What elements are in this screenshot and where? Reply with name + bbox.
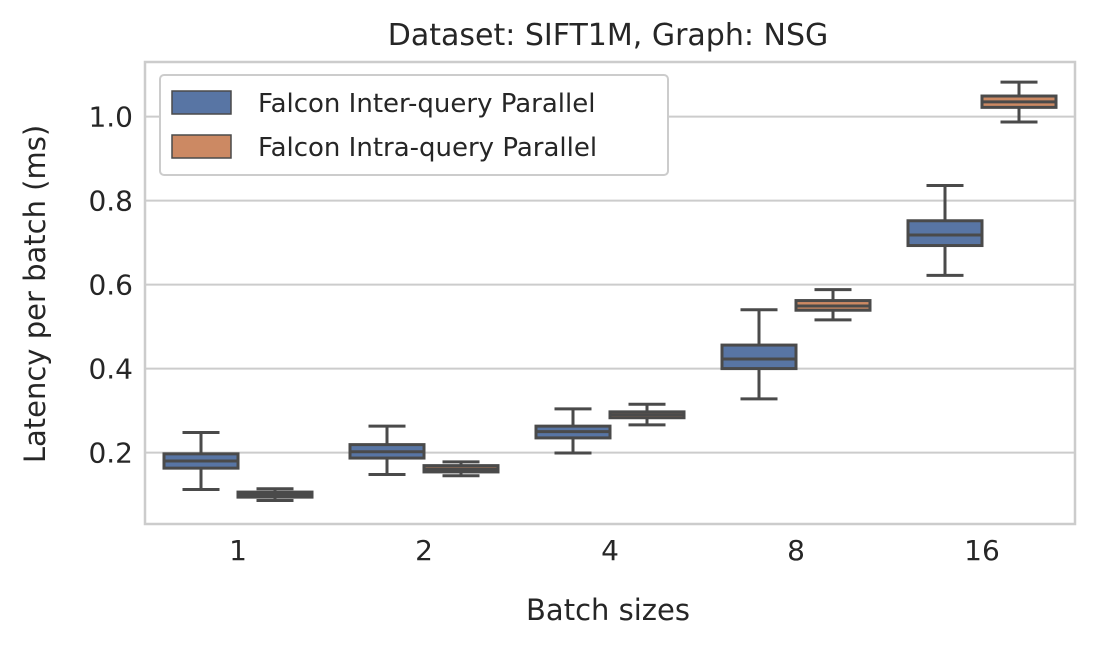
box-inter-8 <box>720 308 798 401</box>
legend-label: Falcon Intra-query Parallel <box>258 133 597 163</box>
box-inter-2 <box>348 424 426 476</box>
legend-swatch <box>171 90 232 115</box>
y-axis-label: Latency per batch (ms) <box>18 125 52 463</box>
x-tick-label: 4 <box>601 534 619 567</box>
y-tick-label: 1.0 <box>88 101 133 134</box>
box-inter-4 <box>534 407 612 455</box>
x-axis-label: Batch sizes <box>526 593 690 627</box>
y-tick-label: 0.4 <box>88 353 133 386</box>
box-inter-1 <box>162 430 240 492</box>
legend-swatch <box>171 134 232 159</box>
box-intra-8 <box>794 288 872 322</box>
y-tick-label: 0.8 <box>88 185 133 218</box>
legend-item-intra-query: Falcon Intra-query Parallel <box>171 133 597 163</box>
box-intra-2 <box>422 460 500 478</box>
legend-label: Falcon Inter-query Parallel <box>258 89 595 119</box>
x-tick-label: 8 <box>787 534 805 567</box>
legend-frame <box>159 74 669 176</box>
y-tick-label: 0.6 <box>88 269 133 302</box>
legend: Falcon Inter-query Parallel Falcon Intra… <box>159 74 669 176</box>
legend-item-inter-query: Falcon Inter-query Parallel <box>171 89 595 119</box>
box-intra-16 <box>980 80 1058 124</box>
chart-title: Dataset: SIFT1M, Graph: NSG <box>388 18 829 53</box>
x-tick-label: 16 <box>964 534 1000 567</box>
plot-frame <box>143 60 1077 526</box>
tick-labels: 0.2 0.4 0.6 0.8 1.0 1 2 4 8 16 <box>88 101 999 567</box>
box-intra-1 <box>236 487 314 502</box>
y-tick-label: 0.2 <box>88 437 133 470</box>
box-inter-16 <box>906 183 984 277</box>
box-plot-marks <box>162 80 1058 502</box>
x-tick-label: 2 <box>415 534 433 567</box>
box-intra-4 <box>608 402 686 427</box>
iqr-box <box>906 219 984 248</box>
x-tick-label: 1 <box>229 534 247 567</box>
iqr-box <box>720 343 798 371</box>
